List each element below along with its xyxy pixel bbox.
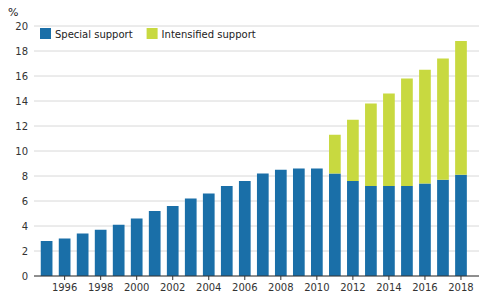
bar: [131, 218, 143, 219]
x-tick: [280, 276, 281, 280]
y-tick-label: 4: [22, 221, 28, 232]
bar: [293, 169, 305, 277]
x-tick: [244, 276, 245, 280]
y-tick-label: 2: [22, 246, 28, 257]
bar: [419, 70, 431, 184]
bar: [383, 94, 395, 187]
x-tick: [460, 276, 461, 280]
bar: [221, 186, 233, 276]
bar: [437, 180, 449, 276]
bar: [329, 174, 341, 277]
grid-line: [34, 51, 479, 52]
x-tick-label: 2012: [340, 282, 365, 293]
bar: [203, 193, 215, 194]
bar: [401, 186, 413, 276]
y-tick-label: 20: [15, 21, 28, 32]
legend-swatch: [40, 28, 51, 39]
bar: [365, 104, 377, 187]
bar: [149, 211, 161, 276]
bars: [41, 41, 467, 276]
bar: [41, 241, 53, 242]
x-tick-label: 2016: [412, 282, 437, 293]
bar: [257, 174, 269, 277]
bar: [275, 170, 287, 276]
x-tick-label: 2010: [304, 282, 329, 293]
bar: [347, 181, 359, 276]
x-tick-label: 2014: [376, 282, 401, 293]
x-tick-label: 1996: [52, 282, 77, 293]
bar: [77, 234, 89, 277]
y-tick-label: 18: [15, 46, 28, 57]
x-tick: [172, 276, 173, 280]
bar: [149, 211, 161, 212]
bar: [455, 41, 467, 175]
bar: [59, 238, 71, 239]
y-tick-label: 0: [22, 271, 28, 282]
grid: [34, 26, 479, 276]
x-tick-label: 2000: [124, 282, 149, 293]
bar: [221, 186, 233, 187]
x-tick: [388, 276, 389, 280]
legend: Special support Intensified support: [40, 28, 256, 40]
legend-swatch: [147, 28, 158, 39]
bar: [185, 199, 197, 277]
bar: [239, 181, 251, 276]
bar: [293, 168, 305, 169]
chart: 0 2 4 6 8 10 12 14 16 18 20 1996 1998 2000 2002 2004 200…: [0, 0, 491, 302]
bar: [77, 233, 89, 234]
bar: [257, 173, 269, 174]
bar: [401, 79, 413, 187]
bar: [113, 224, 125, 225]
bar: [239, 181, 251, 182]
x-tick: [208, 276, 209, 280]
x-tick-label: 2006: [232, 282, 257, 293]
bar: [59, 239, 71, 277]
bar: [203, 194, 215, 277]
y-tick-label: 16: [15, 71, 28, 82]
legend-label: Special support: [55, 29, 133, 40]
bar: [419, 184, 431, 277]
bar: [167, 206, 179, 207]
bar: [455, 175, 467, 276]
x-tick: [316, 276, 317, 280]
bar: [167, 206, 179, 276]
bar: [365, 186, 377, 276]
x-tick: [424, 276, 425, 280]
bar: [311, 169, 323, 277]
x-tick: [64, 276, 65, 280]
y-label: %: [8, 6, 18, 19]
bar: [131, 219, 143, 277]
x-tick: [100, 276, 101, 280]
grid-line: [34, 76, 479, 77]
y-tick-label: 14: [15, 96, 28, 107]
x-tick: [136, 276, 137, 280]
x-tick-label: 2008: [268, 282, 293, 293]
x-tick-label: 2002: [160, 282, 185, 293]
x-tick-label: 1998: [88, 282, 113, 293]
bar: [41, 241, 53, 276]
bar: [185, 198, 197, 199]
legend-label: Intensified support: [162, 29, 256, 40]
bar: [437, 59, 449, 180]
y-tick-label: 10: [15, 146, 28, 157]
y-tick-label: 8: [22, 171, 28, 182]
y-tick-label: 6: [22, 196, 28, 207]
bar: [311, 168, 323, 169]
bar: [95, 230, 107, 276]
bar: [383, 186, 395, 276]
bar: [275, 169, 287, 170]
bar: [347, 120, 359, 181]
grid-line: [34, 26, 479, 27]
bar: [113, 225, 125, 276]
bar: [95, 229, 107, 230]
x-tick-label: 2004: [196, 282, 221, 293]
x-tick-label: 2018: [448, 282, 473, 293]
x-tick: [352, 276, 353, 280]
bar: [329, 135, 341, 174]
y-tick-label: 12: [15, 121, 28, 132]
